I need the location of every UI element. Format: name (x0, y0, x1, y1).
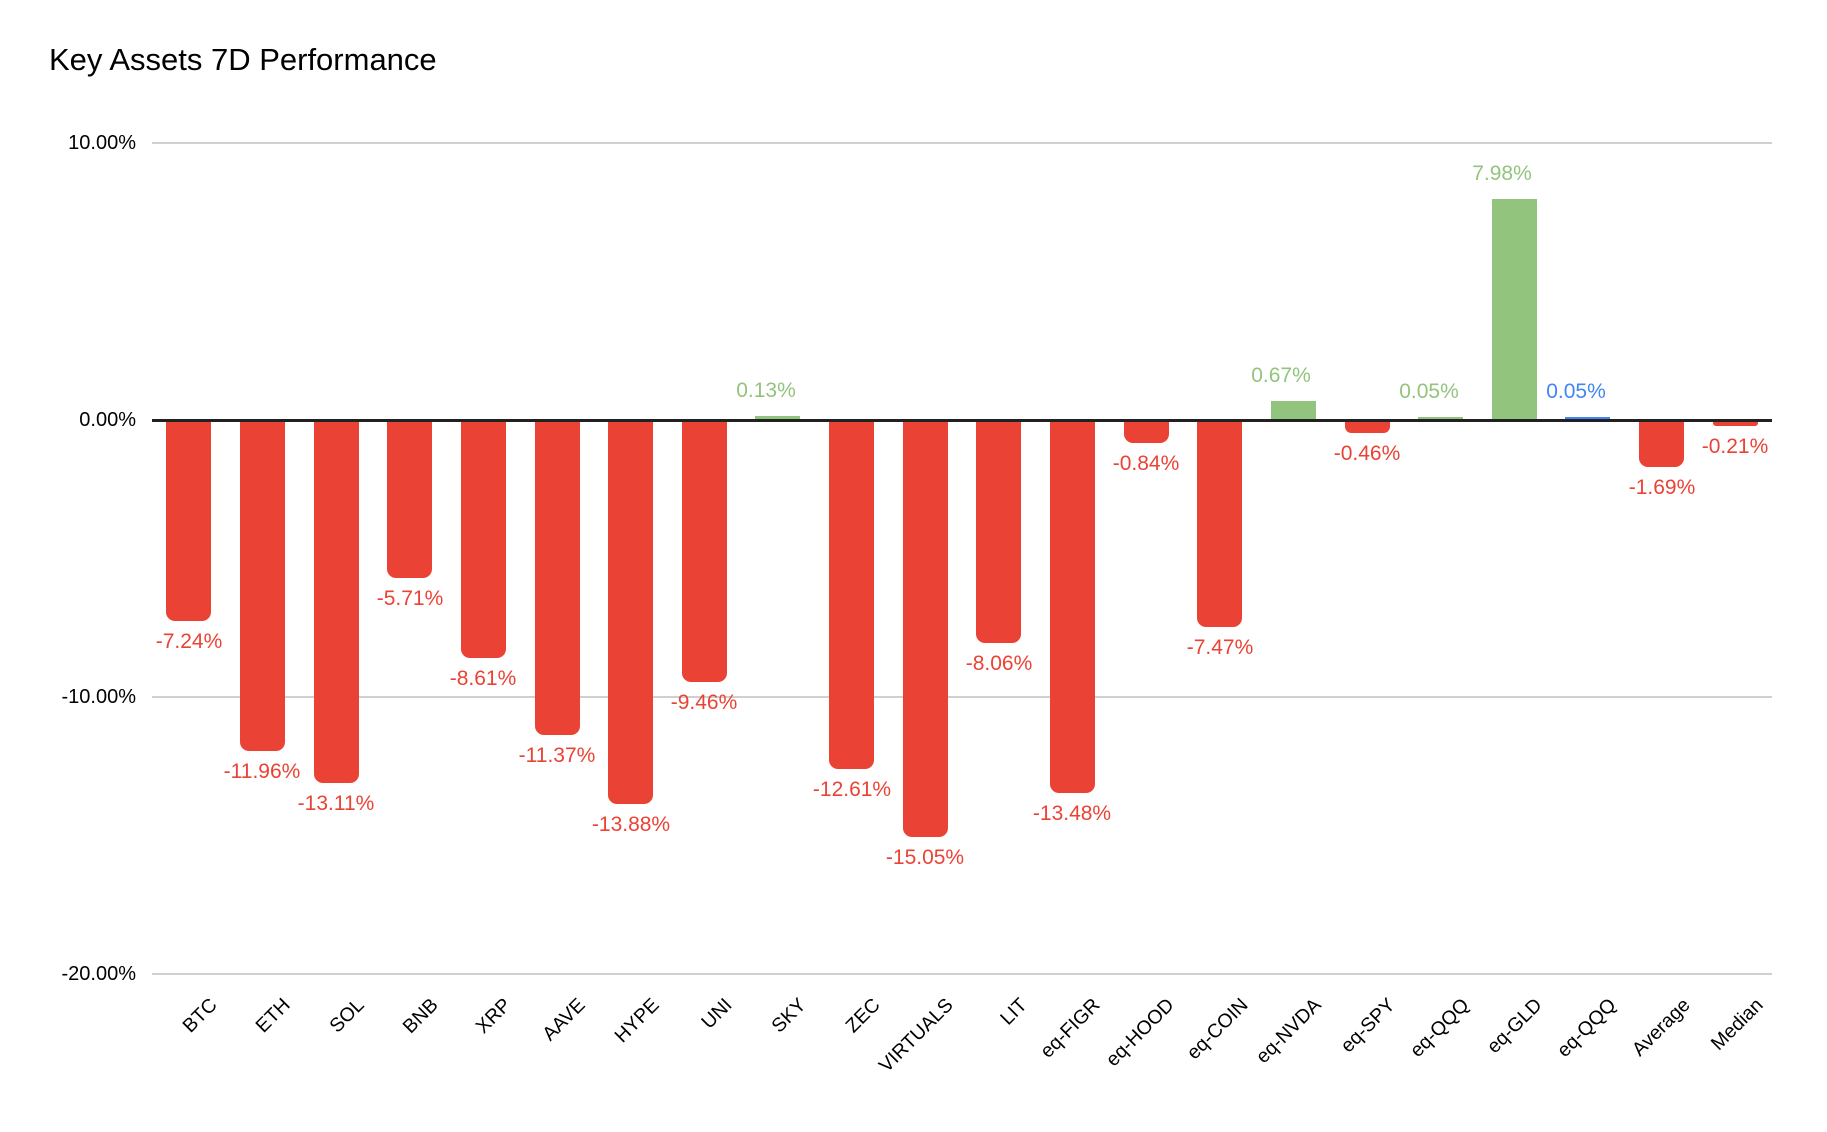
bar-eq-hood[interactable] (1124, 420, 1169, 444)
bar-value-label: -8.61% (449, 667, 517, 691)
y-tick-label: -10.00% (61, 686, 137, 708)
bar-uni[interactable] (682, 420, 727, 683)
bar-eq-coin[interactable] (1197, 420, 1242, 627)
bar-xrp[interactable] (461, 420, 506, 659)
bar-value-label: -8.06% (965, 652, 1033, 676)
x-axis-label: BTC (178, 994, 222, 1038)
bar-value-label: 0.67% (1251, 364, 1311, 388)
gridline (152, 142, 1772, 144)
bar-value-label: -1.69% (1628, 475, 1696, 499)
bar-sol[interactable] (314, 420, 359, 784)
bar-value-label: -13.88% (591, 813, 671, 837)
bar-value-label: -7.47% (1186, 635, 1254, 659)
bar-value-label: 0.13% (736, 379, 796, 403)
bar-average[interactable] (1639, 420, 1684, 467)
bar-eq-nvda[interactable] (1271, 401, 1316, 420)
bar-eq-qqq[interactable] (1418, 417, 1463, 420)
bar-eth[interactable] (240, 420, 285, 752)
bar-value-label: -11.96% (223, 760, 301, 784)
bar-value-label: 0.05% (1399, 380, 1459, 403)
bar-value-label: -9.46% (670, 691, 738, 715)
gridline (152, 696, 1772, 698)
bar-aave[interactable] (535, 420, 580, 735)
bar-value-label: -5.71% (376, 587, 444, 611)
bar-bnb[interactable] (387, 420, 432, 579)
bar-value-label: -7.24% (155, 629, 223, 653)
bar-virtuals[interactable] (903, 420, 948, 837)
y-tick-label: 0.00% (79, 409, 136, 431)
bar-lit[interactable] (976, 420, 1021, 644)
bar-value-label: -13.48% (1032, 802, 1112, 826)
y-tick-label: -20.00% (61, 963, 137, 985)
bar-value-label: -0.21% (1701, 434, 1769, 458)
bar-value-label: -12.61% (812, 778, 892, 802)
bar-value-label: 7.98% (1472, 161, 1532, 185)
bar-sky[interactable] (755, 416, 800, 420)
bar-median[interactable] (1713, 420, 1758, 426)
bar-value-label: -0.84% (1112, 452, 1180, 476)
y-tick-label: 10.00% (68, 132, 136, 154)
bar-value-label: -15.05% (885, 845, 965, 869)
bar-eq-gld[interactable] (1492, 198, 1537, 420)
bar-eq-spy[interactable] (1345, 420, 1390, 433)
bar-value-label: -13.11% (297, 792, 375, 816)
bar-hype[interactable] (608, 420, 653, 805)
chart-title: Key Assets 7D Performance (49, 42, 437, 77)
bar-value-label: -11.37% (518, 743, 596, 767)
bar-zec[interactable] (829, 420, 874, 770)
gridline (152, 973, 1772, 975)
zero-axis-line (152, 419, 1772, 422)
bar-value-label: 0.05% (1546, 380, 1606, 403)
bar-btc[interactable] (166, 420, 211, 621)
bar-eq-figr[interactable] (1050, 420, 1095, 794)
bar-value-label: -0.46% (1333, 441, 1401, 465)
bar-eq-qqq-2[interactable] (1565, 417, 1610, 420)
